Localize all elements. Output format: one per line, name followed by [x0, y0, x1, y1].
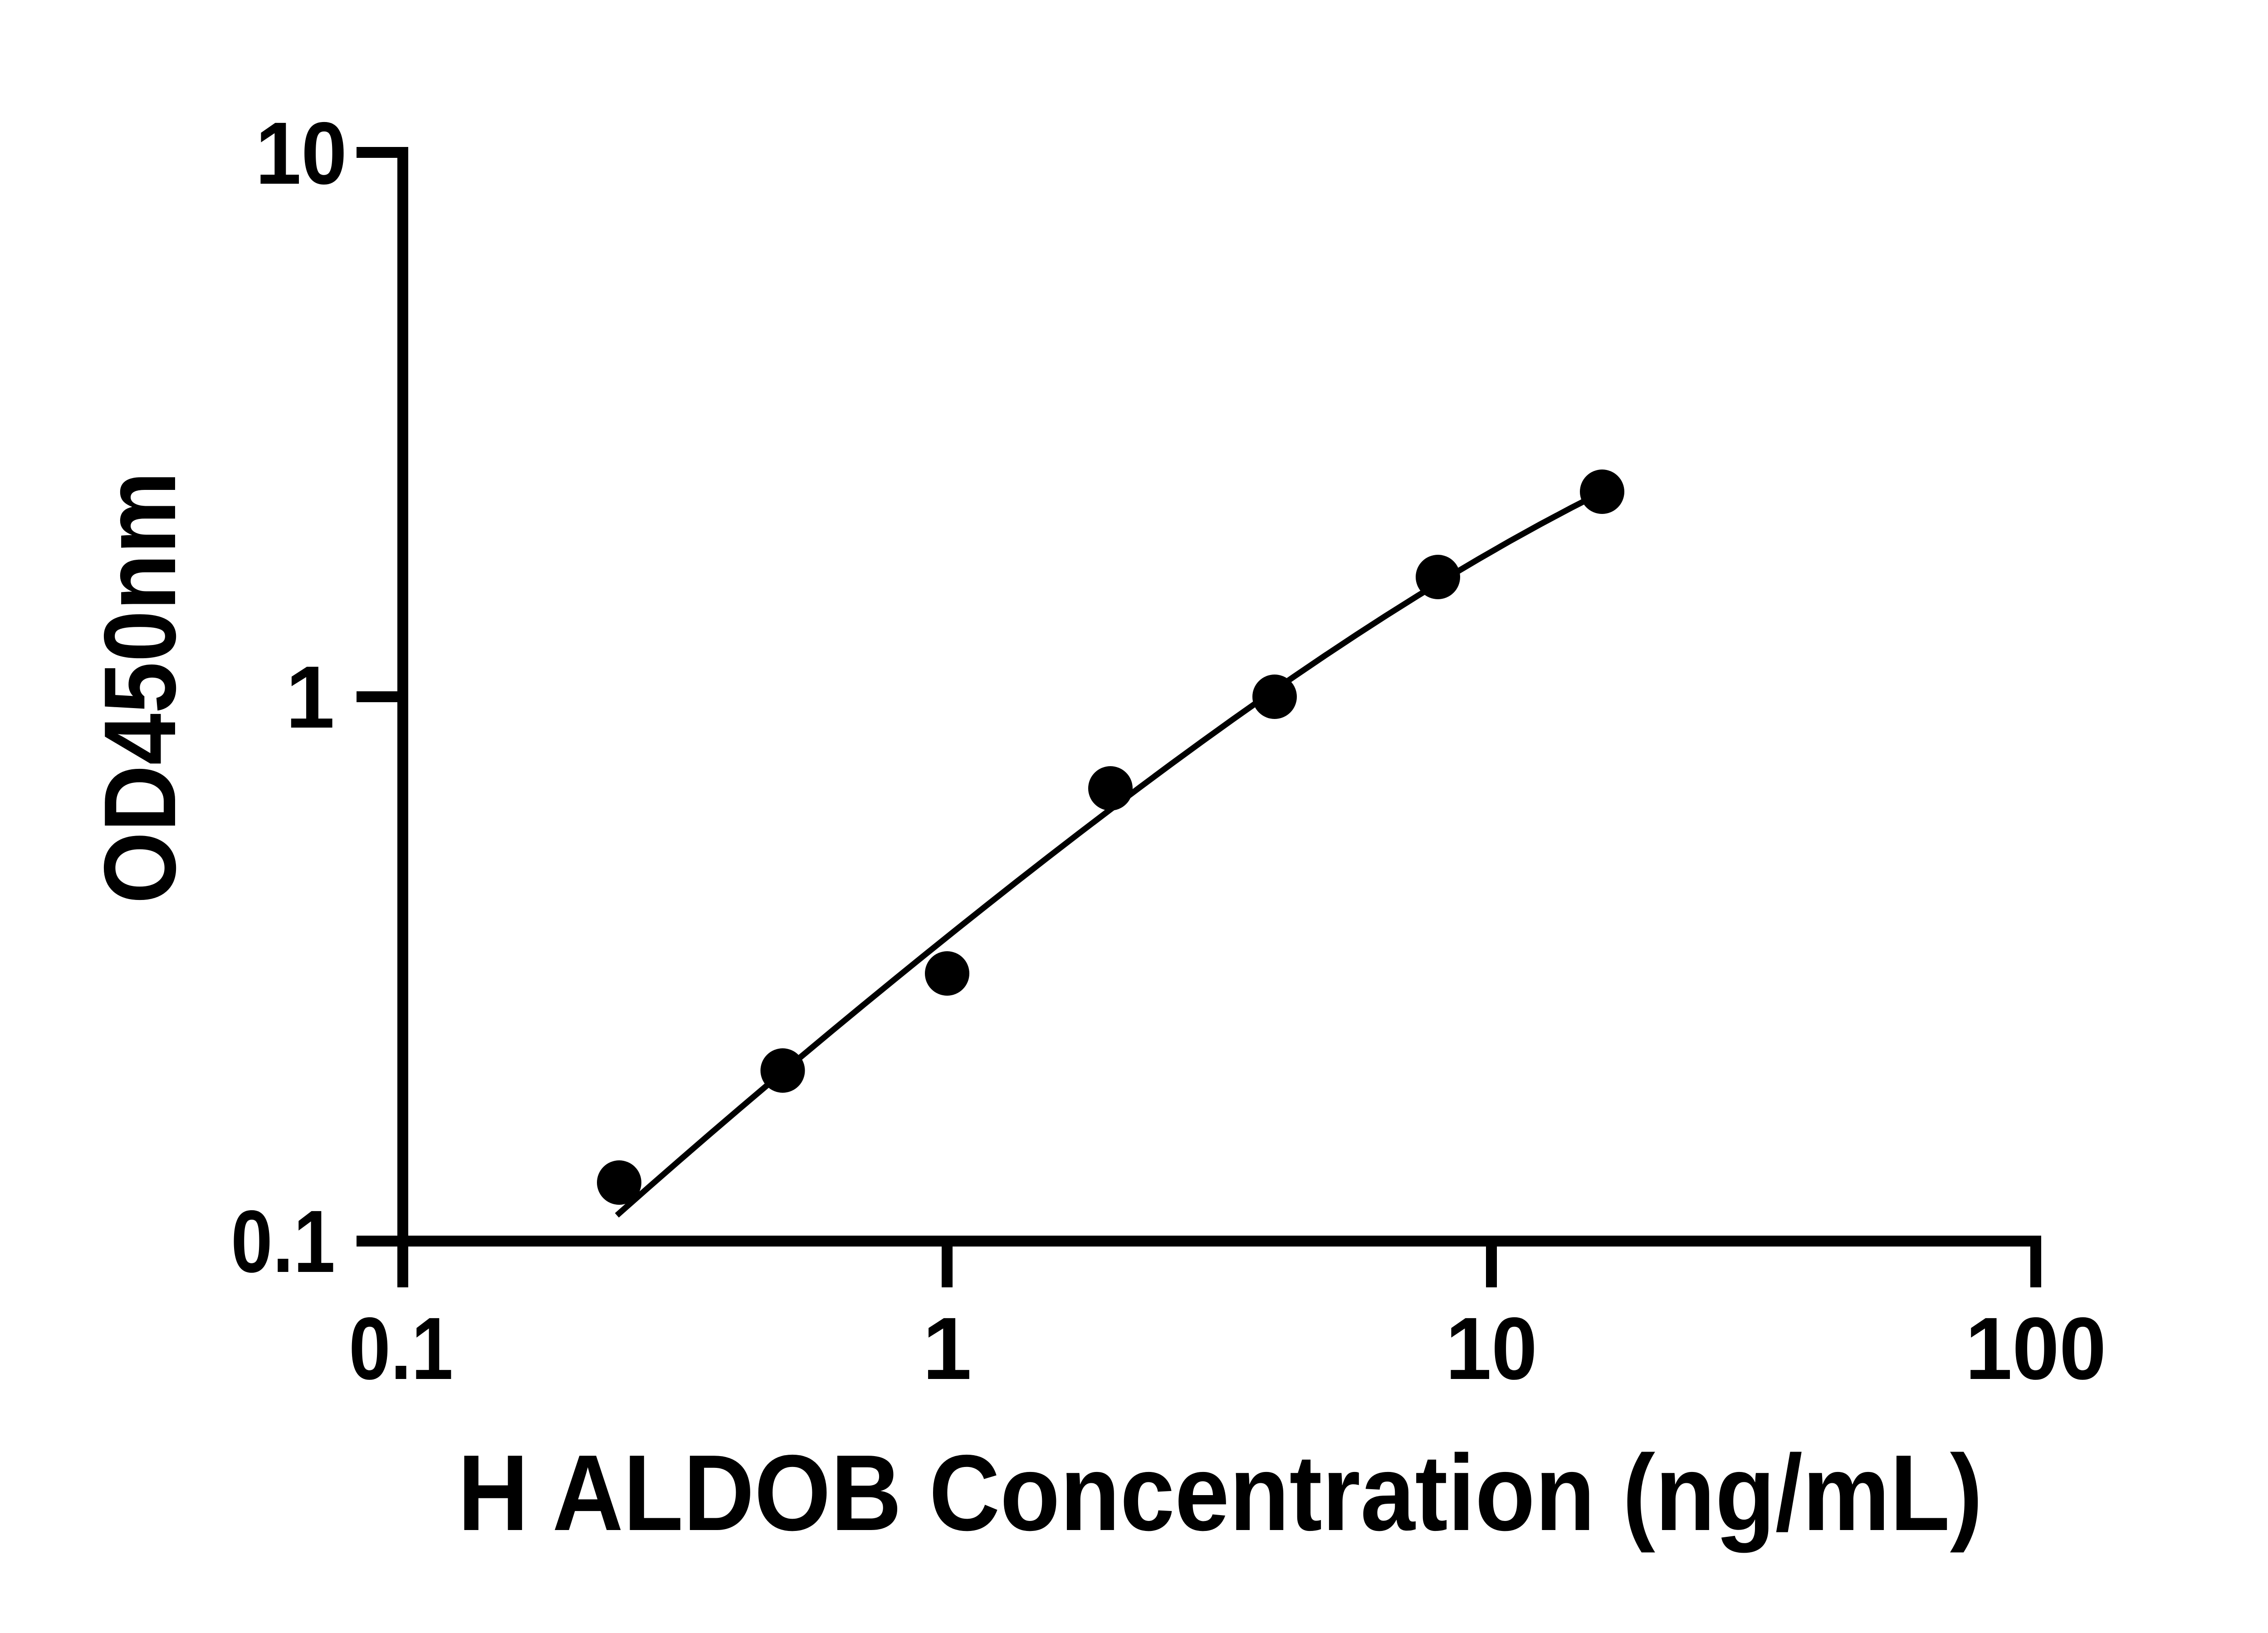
svg-text:10: 10 — [1446, 1299, 1537, 1398]
svg-text:0.1: 0.1 — [231, 1192, 335, 1291]
svg-text:1: 1 — [286, 648, 335, 747]
svg-text:0.1: 0.1 — [349, 1299, 453, 1398]
svg-text:H ALDOB Concentration (ng/mL): H ALDOB Concentration (ng/mL) — [458, 1433, 1983, 1553]
svg-text:1: 1 — [923, 1299, 972, 1398]
svg-text:10: 10 — [255, 104, 347, 203]
svg-text:100: 100 — [1965, 1299, 2107, 1398]
svg-text:OD450nm: OD450nm — [83, 472, 197, 904]
